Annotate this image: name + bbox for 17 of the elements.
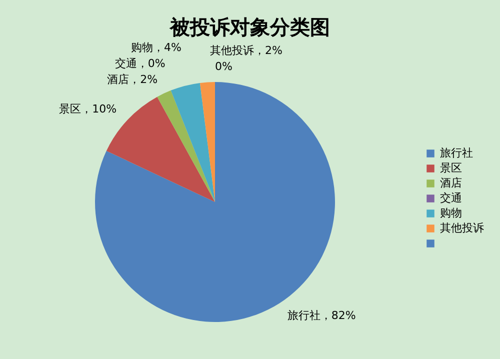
pie-slice: [170, 82, 215, 202]
data-label: 旅行社，82%: [287, 308, 356, 322]
chart-title: 被投诉对象分类图: [169, 15, 330, 39]
text: 交通，0%: [114, 56, 166, 70]
legend-label: 购物: [440, 206, 462, 220]
text: 0%: [215, 60, 232, 73]
data-label: 其他投诉，2%: [210, 44, 282, 57]
pie-slice: [200, 82, 215, 202]
legend-label: 酒店: [440, 176, 462, 190]
legend-label: 景区: [440, 162, 462, 174]
legend-label: 其他投诉: [440, 222, 484, 234]
data-label: 景区，10%: [59, 102, 117, 116]
legend-label: 交通: [440, 192, 462, 204]
pie-slice: [157, 90, 215, 202]
data-label: 酒店，2%: [107, 72, 158, 86]
data-label: 购物，4%: [130, 40, 182, 54]
legend-label: 旅行社: [440, 146, 473, 160]
